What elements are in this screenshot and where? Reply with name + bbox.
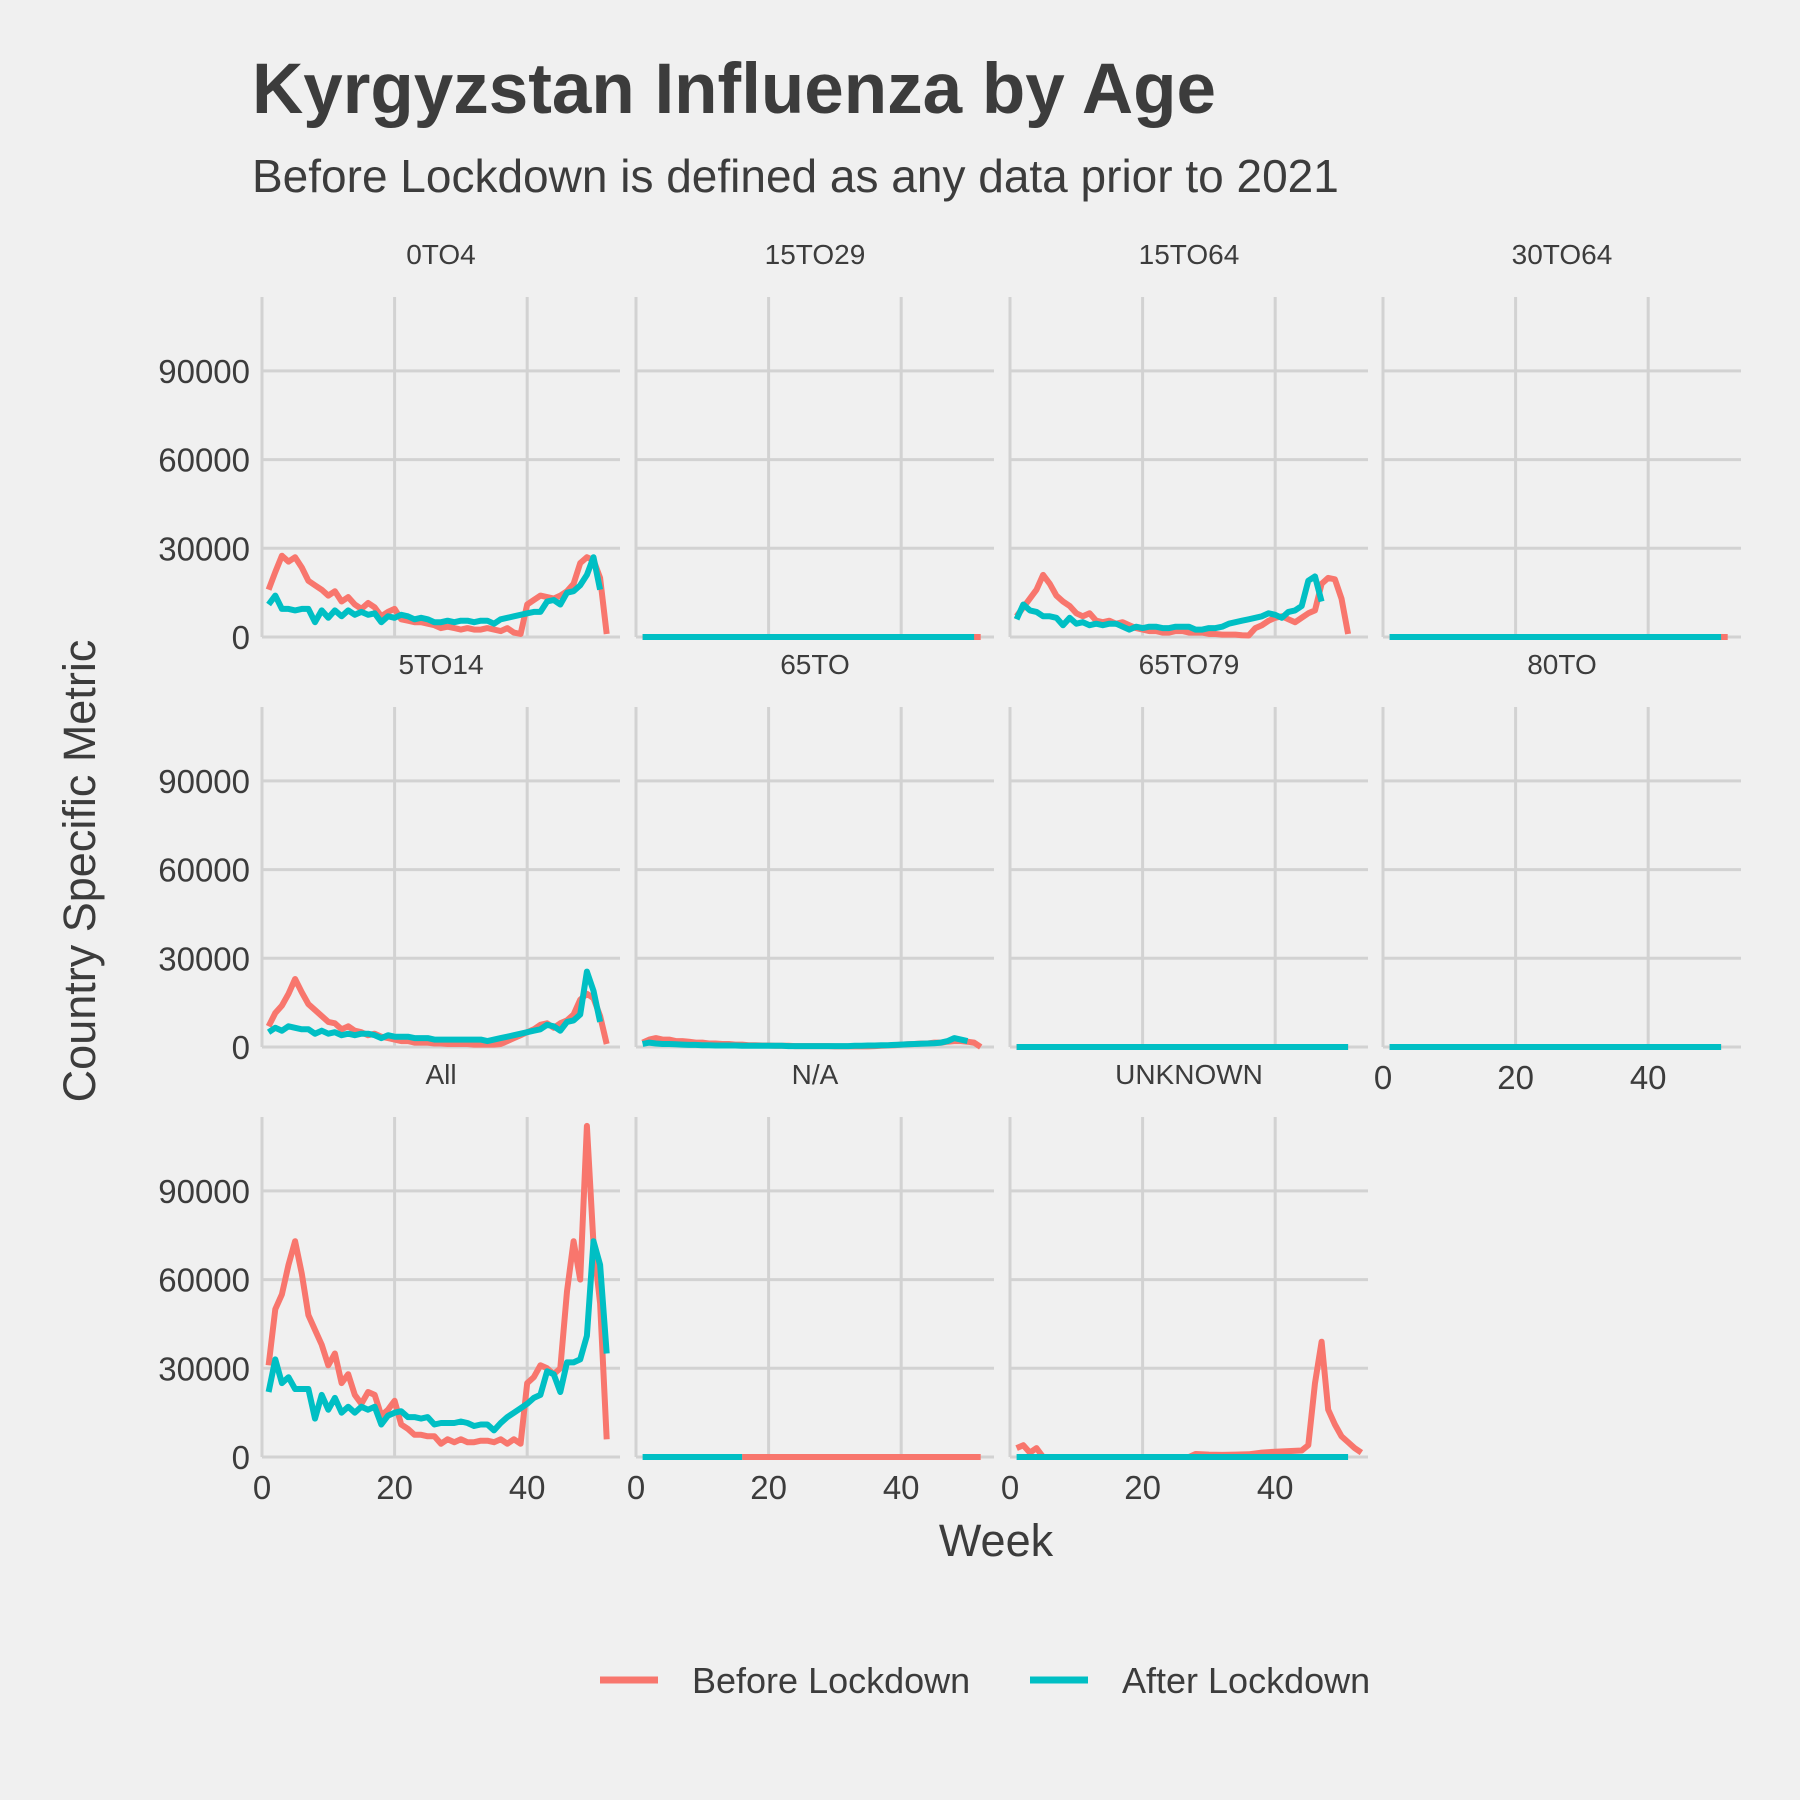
panel-all: All 0 30000 60000 90000 0 20 40 [158, 1059, 620, 1506]
series-line-after-lockdown [266, 968, 604, 1045]
panel-label: All [425, 1059, 456, 1090]
x-tick-label: 40 [1257, 1469, 1294, 1506]
y-tick-label: 30000 [158, 940, 250, 977]
panel-0to4: 0TO4 0 30000 60000 90000 [158, 239, 620, 656]
x-tick-label: 0 [627, 1469, 645, 1506]
legend-label: After Lockdown [1122, 1660, 1370, 1701]
panel-65to: 65TO [634, 649, 994, 1050]
x-tick-label: 20 [750, 1469, 787, 1506]
panel-label: UNKNOWN [1115, 1059, 1263, 1090]
series-line-after-lockdown [266, 554, 604, 627]
y-tick-label: 30000 [158, 1350, 250, 1387]
y-tick-label: 60000 [158, 1262, 250, 1299]
panel-label: 0TO4 [406, 239, 476, 270]
panel-label: 80TO [1527, 649, 1597, 680]
panel-5to14: 5TO14 0 30000 60000 90000 [158, 649, 620, 1066]
x-tick-label: 40 [1630, 1059, 1667, 1096]
y-tick-label: 30000 [158, 530, 250, 567]
x-tick-label: 20 [1124, 1469, 1161, 1506]
y-tick-label: 90000 [158, 353, 250, 390]
panel-label: 65TO [780, 649, 850, 680]
panel-unknown: UNKNOWN 0 20 40 [1001, 1059, 1368, 1506]
x-tick-label: 40 [883, 1469, 920, 1506]
panel-15to29: 15TO29 [634, 239, 994, 640]
legend-item-after-lockdown: After Lockdown [1030, 1660, 1370, 1701]
legend: Before Lockdown After Lockdown [600, 1660, 1370, 1701]
y-tick-label: 90000 [158, 1173, 250, 1210]
y-tick-label: 90000 [158, 763, 250, 800]
y-tick-label: 60000 [158, 442, 250, 479]
x-axis-title: Week [939, 1515, 1054, 1566]
panel-n-a: N/A 0 20 40 [627, 1059, 994, 1506]
panel-label: 5TO14 [398, 649, 483, 680]
y-tick-label: 0 [232, 1439, 250, 1476]
x-tick-label: 40 [509, 1469, 546, 1506]
series-line-before-lockdown [1014, 571, 1352, 639]
panel-label: 15TO29 [765, 239, 866, 270]
chart-title: Kyrgyzstan Influenza by Age [252, 50, 1216, 129]
y-tick-label: 60000 [158, 852, 250, 889]
legend-label: Before Lockdown [692, 1660, 970, 1701]
y-axis-title: Country Specific Metric [54, 640, 105, 1103]
y-tick-label: 0 [232, 1029, 250, 1066]
legend-item-before-lockdown: Before Lockdown [600, 1660, 970, 1701]
series-line-after-lockdown [1013, 573, 1325, 633]
panel-15to64: 15TO64 [1008, 239, 1368, 639]
x-tick-label: 0 [1374, 1059, 1392, 1096]
x-tick-label: 0 [1001, 1469, 1019, 1506]
panel-80to: 80TO 0 20 40 [1374, 649, 1741, 1096]
y-tick-label: 0 [232, 619, 250, 656]
series-line-after-lockdown [641, 1035, 969, 1050]
panel-label: 15TO64 [1139, 239, 1240, 270]
panel-label: 30TO64 [1512, 239, 1613, 270]
facet-panels: 0TO4 0 30000 60000 90000 15TO29 15TO64 30TO64 5T… [158, 239, 1741, 1506]
x-tick-label: 20 [1497, 1059, 1534, 1096]
panel-label: 65TO79 [1139, 649, 1240, 680]
series-line-before-lockdown [1015, 1338, 1364, 1460]
panel-65to79: 65TO79 [1008, 649, 1368, 1050]
x-tick-label: 20 [376, 1469, 413, 1506]
panel-30to64: 30TO64 [1381, 239, 1741, 640]
x-tick-label: 0 [253, 1469, 271, 1506]
series-line-after-lockdown [265, 1238, 610, 1434]
panel-label: N/A [792, 1059, 839, 1090]
chart-subtitle: Before Lockdown is defined as any data p… [252, 150, 1339, 202]
